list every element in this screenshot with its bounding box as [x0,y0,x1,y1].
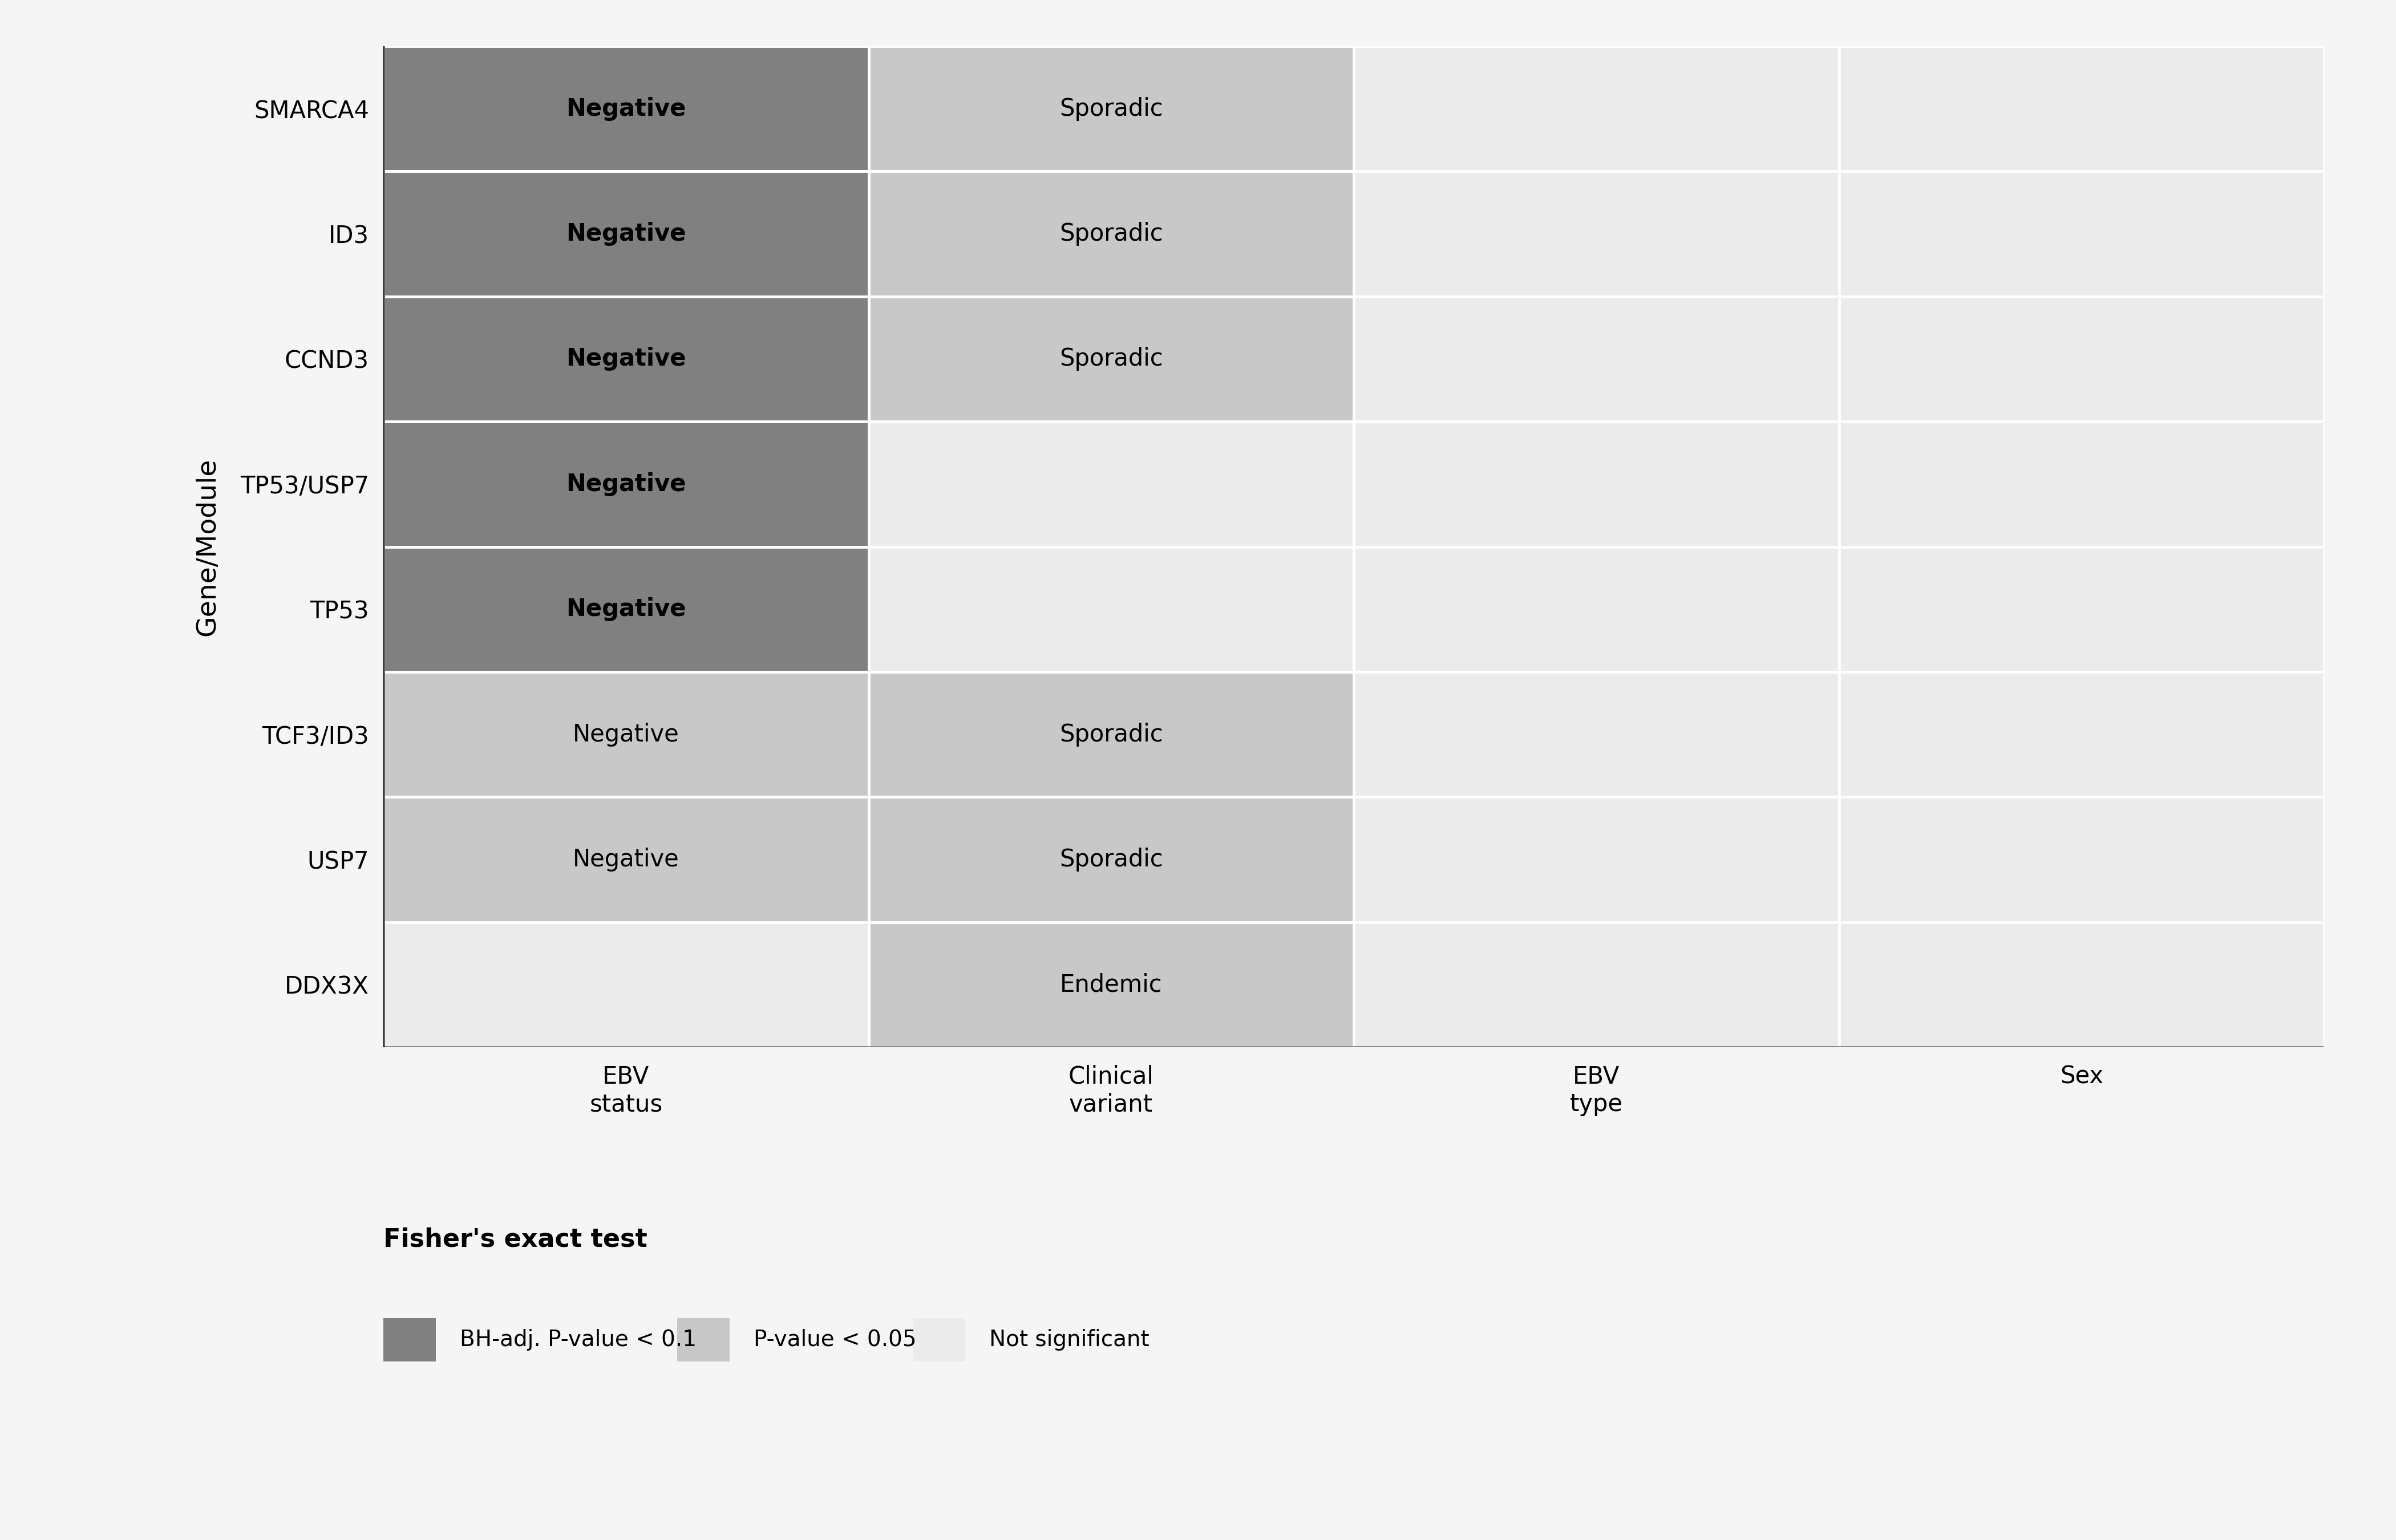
Bar [1354,171,1840,296]
Bar [383,922,867,1047]
Bar [867,547,1354,671]
Bar [1354,671,1840,798]
Text: Sporadic: Sporadic [1059,847,1162,872]
Text: Sporadic: Sporadic [1059,222,1162,246]
Text: Sporadic: Sporadic [1059,346,1162,371]
Bar [383,671,867,798]
Bar [1840,46,2324,171]
Bar [867,922,1354,1047]
Bar [383,547,867,671]
Text: Endemic: Endemic [1059,973,1162,996]
Text: Negative: Negative [573,847,678,872]
Bar [867,798,1354,922]
Text: Negative: Negative [565,473,685,496]
Text: Not significant: Not significant [990,1329,1150,1351]
Bar [383,798,867,922]
Bar [1840,922,2324,1047]
Bar [1840,671,2324,798]
Bar [1840,547,2324,671]
Text: Sporadic: Sporadic [1059,97,1162,120]
Bar [867,671,1354,798]
Bar [1840,422,2324,547]
Bar [383,422,867,547]
Text: Sporadic: Sporadic [1059,722,1162,747]
Bar [383,296,867,422]
Bar [1354,296,1840,422]
Bar [867,171,1354,296]
Bar [1354,922,1840,1047]
Bar [1840,296,2324,422]
Bar [1354,422,1840,547]
Text: Negative: Negative [565,222,685,246]
Bar [383,46,867,171]
Bar [1840,171,2324,296]
Text: Negative: Negative [565,97,685,120]
Text: Negative: Negative [573,722,678,747]
Y-axis label: Gene/Module: Gene/Module [194,457,220,636]
Bar [1354,46,1840,171]
Text: Fisher's exact test: Fisher's exact test [383,1227,647,1252]
Bar [1840,798,2324,922]
Bar [383,171,867,296]
Bar [1354,547,1840,671]
Text: BH-adj. P-value < 0.1: BH-adj. P-value < 0.1 [460,1329,697,1351]
Bar [1354,798,1840,922]
Bar [867,46,1354,171]
Text: Negative: Negative [565,598,685,621]
Text: P-value < 0.05: P-value < 0.05 [755,1329,915,1351]
Text: Negative: Negative [565,346,685,371]
Bar [867,422,1354,547]
Bar [867,296,1354,422]
